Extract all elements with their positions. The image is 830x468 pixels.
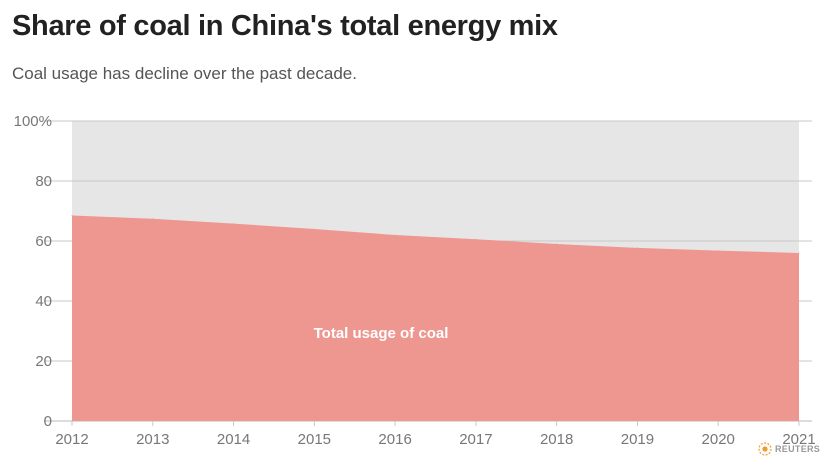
data-point-2016 xyxy=(394,234,396,236)
data-point-2020 xyxy=(717,250,719,252)
y-tick-label-40: 40 xyxy=(35,293,52,310)
reuters-logo-icon xyxy=(758,442,772,456)
x-tick-label-2013: 2013 xyxy=(136,431,169,448)
x-tick-label-2019: 2019 xyxy=(621,431,654,448)
x-tick-label-2014: 2014 xyxy=(217,431,250,448)
data-point-2012 xyxy=(71,215,73,216)
y-tick-label-60: 60 xyxy=(35,233,52,250)
source-credit: REUTERS xyxy=(758,442,820,456)
x-tick-label-2018: 2018 xyxy=(540,431,573,448)
y-tick-label-20: 20 xyxy=(35,353,52,370)
y-tick-label-80: 80 xyxy=(35,173,52,190)
chart-title: Share of coal in China's total energy mi… xyxy=(12,10,558,42)
x-tick-label-2017: 2017 xyxy=(459,431,492,448)
data-point-2013 xyxy=(152,218,154,220)
area-label-total-usage-of-coal: Total usage of coal xyxy=(314,325,449,342)
y-tick-label-0: 0 xyxy=(44,413,52,430)
data-point-2018 xyxy=(556,243,558,245)
chart-subtitle: Coal usage has decline over the past dec… xyxy=(12,64,357,83)
data-point-2014 xyxy=(233,223,235,225)
data-point-2015 xyxy=(313,228,315,230)
x-tick-label-2015: 2015 xyxy=(298,431,331,448)
data-point-2019 xyxy=(636,247,638,249)
x-tick-label-2016: 2016 xyxy=(378,431,411,448)
y-tick-label-100: 100% xyxy=(14,113,52,130)
source-label: REUTERS xyxy=(775,444,821,454)
coal-share-area xyxy=(72,215,799,421)
x-tick-label-2021: 2021 xyxy=(782,431,815,448)
x-tick-label-2012: 2012 xyxy=(55,431,88,448)
data-point-2021 xyxy=(798,252,800,254)
x-tick-label-2020: 2020 xyxy=(702,431,735,448)
data-point-2017 xyxy=(475,238,477,240)
